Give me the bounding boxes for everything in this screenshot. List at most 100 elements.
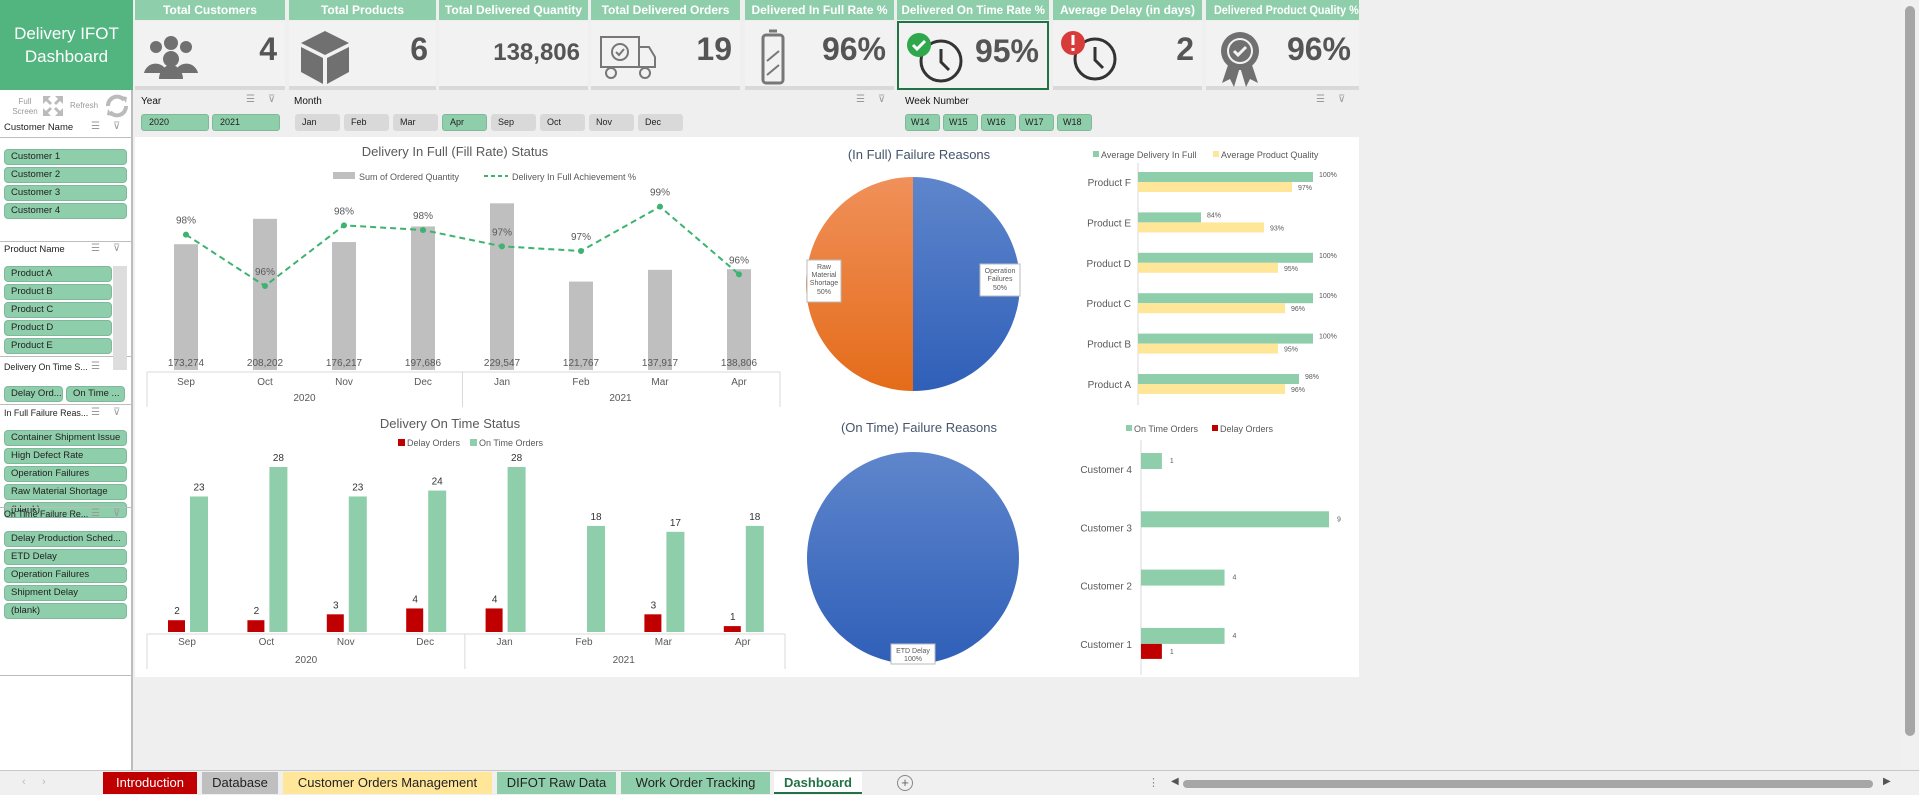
product-option[interactable]: Product B	[4, 284, 112, 300]
legend-swatch[interactable]	[1213, 151, 1219, 157]
on-time-bar[interactable]	[1141, 511, 1329, 528]
on-time-bar[interactable]	[1141, 569, 1225, 586]
legend-swatch[interactable]	[398, 439, 405, 446]
achievement-line[interactable]	[185, 205, 740, 288]
clear-filter-icon[interactable]: ⊽	[878, 94, 886, 105]
refresh-button[interactable]: Refresh	[70, 93, 132, 121]
line-point[interactable]	[183, 231, 189, 238]
year-option[interactable]: 2020	[141, 114, 209, 131]
prev-sheet-icon[interactable]: ‹	[22, 776, 26, 788]
horizontal-scrollbar[interactable]: ◀ ▶	[1171, 776, 1895, 790]
infull_reason-option[interactable]: (blank)	[4, 502, 127, 518]
delivery-in-full-bar[interactable]	[1138, 374, 1299, 384]
product-option[interactable]: Product E	[4, 338, 112, 354]
month-option[interactable]: Sep	[491, 114, 536, 131]
ontime_reason-option[interactable]: Delay Production Sched...	[4, 531, 127, 547]
line-point[interactable]	[420, 227, 426, 233]
week-option[interactable]: W15	[943, 114, 978, 131]
multi-select-icon[interactable]: ☰	[91, 361, 100, 372]
week-option[interactable]: W17	[1019, 114, 1054, 131]
month-option[interactable]: Nov	[589, 114, 634, 131]
scroll-right-icon[interactable]: ▶	[1883, 776, 1891, 787]
legend-swatch[interactable]	[1212, 425, 1218, 431]
line-point[interactable]	[499, 243, 505, 250]
delay-bar[interactable]	[406, 608, 424, 632]
customer-option[interactable]: Customer 4	[4, 203, 127, 219]
delivery-in-full-bar[interactable]	[1138, 212, 1201, 223]
clear-filter-icon[interactable]: ⊽	[113, 407, 121, 418]
line-point[interactable]	[341, 222, 347, 229]
bar[interactable]	[174, 244, 198, 370]
delivery-in-full-bar[interactable]	[1138, 293, 1313, 304]
delivery-in-full-bar[interactable]	[1138, 172, 1313, 182]
week-option[interactable]: W14	[905, 114, 940, 131]
product-quality-bar[interactable]	[1138, 343, 1278, 354]
pie-slice[interactable]	[807, 452, 1019, 664]
legend-swatch[interactable]	[333, 172, 355, 179]
on-time-bar[interactable]	[428, 490, 447, 632]
sheet-tab-dashboard[interactable]: Dashboard	[774, 772, 862, 794]
month-option[interactable]: Jan	[295, 114, 340, 131]
delay-bar[interactable]	[168, 620, 185, 632]
delay-bar[interactable]	[485, 608, 503, 632]
line-point[interactable]	[736, 271, 742, 278]
sheet-tab-introduction[interactable]: Introduction	[103, 772, 197, 794]
product-quality-bar[interactable]	[1138, 262, 1278, 273]
product-slicer-scrollbar[interactable]	[113, 266, 127, 370]
kpi-card[interactable]: 95%	[897, 21, 1049, 90]
ontime_reason-option[interactable]: (blank)	[4, 603, 127, 619]
on-time-bar[interactable]	[587, 525, 605, 632]
month-option[interactable]: Feb	[344, 114, 389, 131]
horizontal-scroll-thumb[interactable]	[1183, 780, 1873, 788]
sheet-tab-database[interactable]: Database	[202, 772, 278, 794]
bar[interactable]	[727, 269, 751, 370]
product-option[interactable]: Product D	[4, 320, 112, 336]
product-option[interactable]: Product C	[4, 302, 112, 318]
week-option[interactable]: W16	[981, 114, 1016, 131]
month-option[interactable]: Dec	[638, 114, 683, 131]
on-time-bar[interactable]	[745, 525, 764, 632]
bar[interactable]	[648, 269, 672, 370]
legend-swatch[interactable]	[470, 439, 477, 446]
delivery-in-full-bar[interactable]	[1138, 252, 1313, 263]
line-point[interactable]	[262, 283, 268, 289]
delay-bar[interactable]	[644, 614, 662, 632]
pie-slice[interactable]	[913, 177, 1020, 391]
multi-select-icon[interactable]: ☰	[91, 407, 100, 418]
week-option[interactable]: W18	[1057, 114, 1092, 131]
ontime_reason-option[interactable]: Shipment Delay	[4, 585, 127, 601]
bar[interactable]	[411, 226, 435, 370]
delay-bar[interactable]	[723, 626, 741, 632]
on-time-bar[interactable]	[666, 531, 685, 632]
year-option[interactable]: 2021	[212, 114, 280, 131]
line-point[interactable]	[578, 248, 584, 254]
clear-filter-icon[interactable]: ⊽	[113, 508, 121, 519]
line-point[interactable]	[657, 203, 663, 210]
customer-option[interactable]: Customer 2	[4, 167, 127, 183]
on-time-bar[interactable]	[269, 467, 288, 632]
delay-bar[interactable]	[247, 620, 265, 632]
ontime_status-option[interactable]: On Time ...	[66, 386, 125, 402]
tab-split-handle[interactable]: ⋮	[1148, 777, 1159, 789]
on-time-bar[interactable]	[190, 496, 208, 632]
vertical-scroll-thumb[interactable]	[1905, 6, 1915, 736]
legend-swatch[interactable]	[1093, 151, 1099, 157]
product-option[interactable]: Product A	[4, 266, 112, 282]
infull_reason-option[interactable]: Raw Material Shortage	[4, 484, 127, 500]
clear-filter-icon[interactable]: ⊽	[113, 121, 121, 132]
multi-select-icon[interactable]: ☰	[856, 94, 865, 105]
next-sheet-icon[interactable]: ›	[42, 776, 46, 788]
bar[interactable]	[332, 242, 356, 370]
ontime_reason-option[interactable]: Operation Failures	[4, 567, 127, 583]
ontime_status-option[interactable]: Delay Ord...	[4, 386, 63, 402]
scroll-left-icon[interactable]: ◀	[1171, 776, 1179, 787]
on-time-bar[interactable]	[507, 467, 526, 632]
vertical-scrollbar[interactable]	[1901, 0, 1919, 770]
bar[interactable]	[490, 203, 514, 370]
ontime_reason-option[interactable]: ETD Delay	[4, 549, 127, 565]
pie-slice[interactable]	[806, 177, 913, 391]
clear-filter-icon[interactable]: ⊽	[1338, 94, 1346, 105]
multi-select-icon[interactable]: ☰	[1316, 94, 1325, 105]
full-screen-button[interactable]: Full Screen	[10, 95, 70, 120]
customer-option[interactable]: Customer 1	[4, 149, 127, 165]
